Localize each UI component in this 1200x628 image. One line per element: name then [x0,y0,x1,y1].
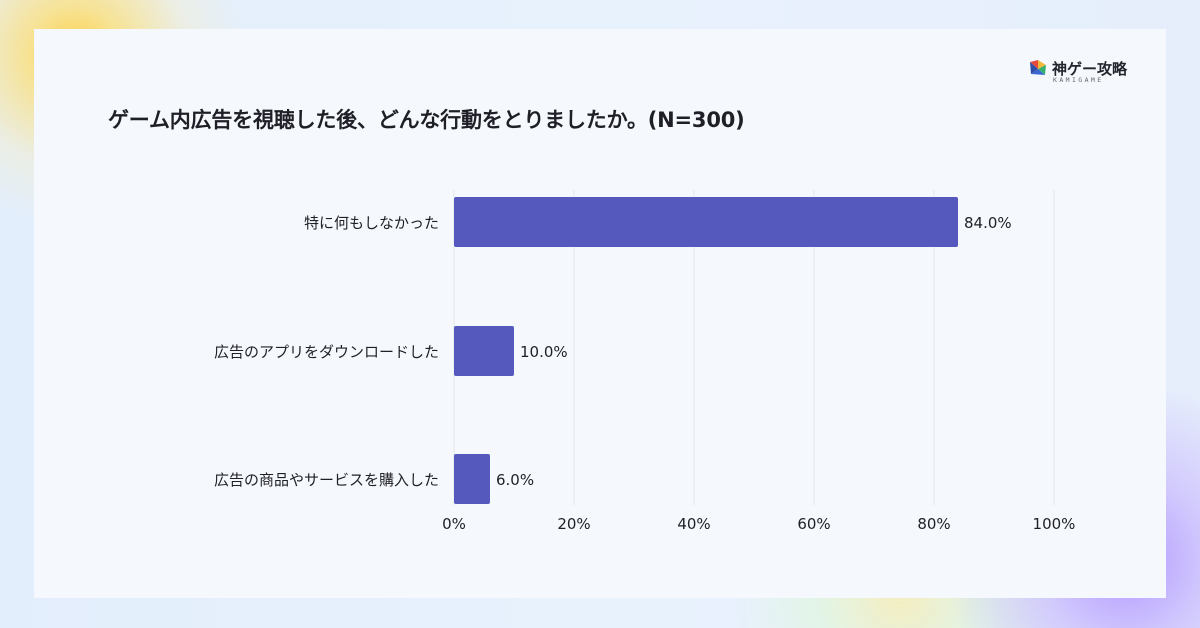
logo-mark-blue [1031,69,1045,75]
bar-value-label: 84.0% [964,214,1012,232]
brand-logo: 神ゲー攻略 KAMIGAME [1028,58,1134,86]
bar [454,197,958,247]
bar-value-label: 6.0% [496,471,534,489]
logo-mark-shadow [1030,62,1038,74]
category-label: 特に何もしなかった [304,214,439,232]
logo-mark-red [1030,60,1038,69]
logo-mark-yellow [1038,60,1046,69]
chart-title: ゲーム内広告を視聴した後、どんな行動をとりましたか。(N=300) [108,108,745,132]
bar-value-label: 10.0% [520,343,568,361]
logo-mark-green [1038,65,1046,75]
x-tick-label: 20% [557,515,590,533]
logo-subtext: KAMIGAME [1053,76,1104,84]
logo-text: 神ゲー攻略 [1052,60,1128,78]
chart-card [34,29,1166,598]
x-tick-label: 40% [677,515,710,533]
category-label: 広告の商品やサービスを購入した [214,471,439,489]
x-tick-label: 100% [1033,515,1076,533]
bar [454,454,490,504]
x-tick-label: 0% [442,515,466,533]
category-label: 広告のアプリをダウンロードした [214,343,439,361]
x-tick-label: 80% [917,515,950,533]
logo-mark-icon [1030,60,1046,75]
x-tick-label: 60% [797,515,830,533]
bar [454,326,514,376]
